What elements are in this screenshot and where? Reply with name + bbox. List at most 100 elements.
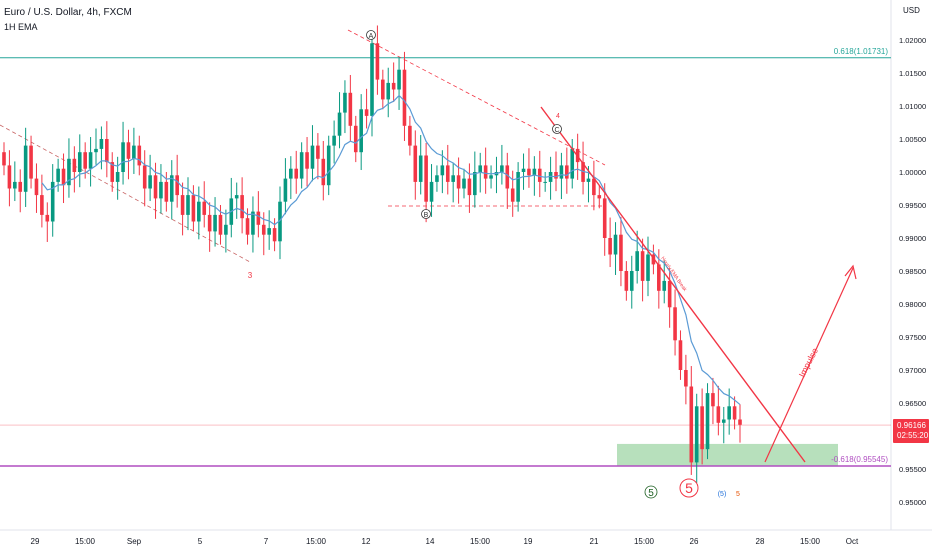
- price-axis-ticks[interactable]: 1.02000 1.01500 1.01000 1.00500 1.00000 0.995…: [899, 36, 926, 507]
- candle-bull: [213, 214, 217, 232]
- wave-c-marker: [552, 124, 562, 134]
- time-tick-label: 7: [264, 537, 269, 546]
- candle-bear: [537, 168, 542, 182]
- candle-bear: [202, 201, 207, 215]
- candle-bear: [7, 165, 12, 189]
- candle-bull: [489, 175, 493, 179]
- wave-5-small-label: 5: [736, 491, 740, 498]
- wave-b-label: B: [424, 212, 429, 219]
- candle-bull: [186, 195, 190, 215]
- candle-bull: [451, 175, 455, 182]
- candle-bear: [651, 254, 656, 265]
- candle-bull: [267, 228, 271, 235]
- candle-bull: [283, 178, 288, 202]
- candle-bear: [716, 406, 721, 423]
- candle-bear: [180, 195, 185, 215]
- candle-bull: [332, 135, 336, 146]
- candle-bear: [110, 162, 115, 182]
- current-price-box: [893, 419, 929, 444]
- candle-bull: [234, 195, 239, 199]
- candle-bear: [456, 175, 461, 189]
- candle-bear: [348, 92, 353, 126]
- candle-bull: [50, 181, 55, 222]
- candle-bear: [321, 158, 326, 186]
- price-tick-label: 1.01000: [899, 102, 926, 111]
- candle-bull: [77, 152, 82, 172]
- time-tick-label: 14: [426, 537, 435, 546]
- current-price-value: 0.96166: [897, 421, 926, 430]
- candle-bear: [40, 195, 44, 215]
- candle-bear: [467, 178, 472, 196]
- candle-bull: [299, 152, 304, 179]
- impulse-arrow-head: [844, 264, 857, 280]
- candle-bull: [197, 201, 201, 222]
- candle-bear: [240, 195, 244, 219]
- candle-bull: [56, 168, 60, 182]
- time-tick-label: 26: [690, 537, 699, 546]
- candle-bear: [218, 214, 223, 235]
- candle-bull: [397, 69, 401, 90]
- candle-bear: [711, 393, 715, 407]
- price-tick-label: 0.97000: [899, 366, 926, 375]
- time-tick-label: 15:00: [800, 537, 821, 546]
- candle-bull: [121, 142, 125, 172]
- time-tick-label: 15:00: [306, 537, 327, 546]
- wave-a-label: A: [369, 33, 374, 40]
- candle-bear: [391, 82, 396, 90]
- candle-bull: [662, 280, 667, 291]
- indicator-label[interactable]: 1H EMA: [4, 22, 38, 32]
- candle-bull: [629, 271, 634, 291]
- candle-bear: [592, 178, 596, 196]
- candle-bear: [640, 251, 645, 281]
- candle-bear: [402, 69, 407, 126]
- time-tick-label: 15:00: [470, 537, 491, 546]
- candle-bull: [359, 109, 363, 153]
- candle-bear: [624, 271, 629, 291]
- candle-bull: [310, 145, 315, 169]
- time-tick-label: 28: [756, 537, 765, 546]
- time-tick-label: 15:00: [634, 537, 655, 546]
- candle-bull: [586, 178, 591, 182]
- candle-bear: [684, 370, 688, 387]
- candle-bear: [126, 142, 131, 159]
- candle-bull: [705, 393, 710, 450]
- candle-bear: [207, 214, 212, 232]
- candle-bear: [272, 228, 277, 242]
- candle-bull: [570, 148, 575, 179]
- candle-bull: [67, 158, 71, 186]
- candle-bull: [251, 211, 255, 235]
- red-trendline: [540, 106, 806, 463]
- candle-bull: [521, 168, 526, 172]
- candle-bear: [527, 168, 531, 176]
- time-tick-label: 29: [31, 537, 40, 546]
- candle-bull: [148, 175, 152, 189]
- candle-bear: [34, 178, 39, 196]
- candle-bull: [727, 406, 731, 420]
- wave-5-green-marker: [644, 485, 658, 499]
- impulse-arrow: [764, 267, 854, 463]
- candle-bear: [505, 165, 510, 189]
- wave-4-label: 4: [556, 113, 560, 120]
- candle-bear: [678, 340, 683, 370]
- candle-bull: [224, 224, 228, 235]
- price-countdown: 02:55:20: [897, 431, 929, 440]
- candle-bear: [689, 386, 694, 463]
- wave-3-label: 3: [248, 271, 253, 280]
- candle-bear: [619, 234, 623, 271]
- candle-bear: [381, 79, 385, 100]
- candle-bull: [548, 172, 553, 182]
- candle-bull: [635, 251, 639, 271]
- symbol-title[interactable]: Euro / U.S. Dollar, 4h, FXCM: [4, 7, 132, 18]
- candle-bear: [164, 181, 169, 202]
- candle-bull: [13, 181, 17, 189]
- candle-bull: [337, 112, 342, 136]
- candle-bull: [721, 419, 726, 423]
- price-tick-label: 0.95000: [899, 498, 926, 507]
- time-axis-ticks[interactable]: 29 15:00 Sep 5 7 15:00 12 14 15:00 19 21 15:00 26 28 1…: [31, 537, 859, 546]
- price-tick-label: 0.95500: [899, 465, 926, 474]
- candle-bull: [418, 155, 423, 182]
- candle-bull: [289, 168, 293, 179]
- fib-bottom-label: -0.618(0.95545): [831, 455, 888, 464]
- candle-bear: [732, 406, 737, 420]
